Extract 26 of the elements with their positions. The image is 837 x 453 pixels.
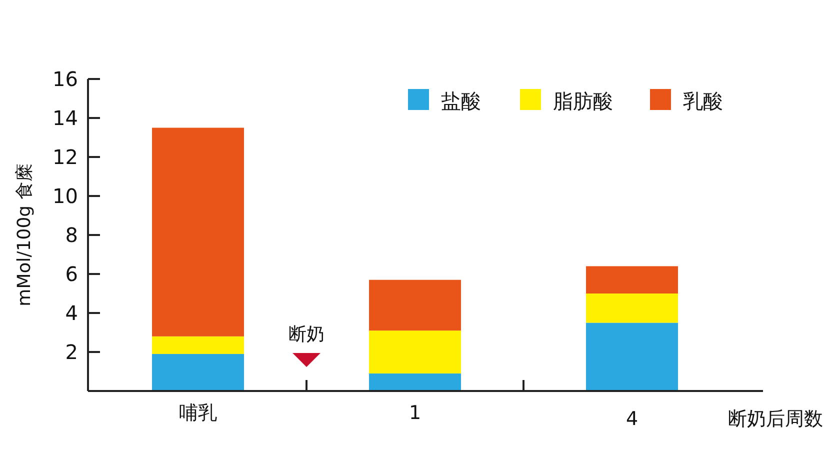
bar <box>152 128 244 336</box>
annotation: 断奶 <box>288 324 324 345</box>
y-tick-label: 12 <box>52 145 78 169</box>
bar <box>586 266 678 294</box>
bar <box>369 280 461 331</box>
x-tick-label: 哺乳 <box>179 402 217 424</box>
bar <box>369 330 461 374</box>
y-tick-label: 6 <box>65 262 78 286</box>
y-tick-label: 2 <box>65 340 78 364</box>
y-tick-label: 14 <box>52 106 78 130</box>
legend-label: 脂肪酸 <box>553 89 613 113</box>
legend-label: 乳酸 <box>683 89 723 113</box>
y-tick-label: 10 <box>52 184 78 208</box>
bar <box>152 354 244 391</box>
y-tick-label: 16 <box>52 67 78 91</box>
bar <box>586 322 678 391</box>
legend-label: 盐酸 <box>441 89 481 113</box>
bar <box>152 336 244 354</box>
y-axis-title: mMol/100g 食糜 <box>14 164 35 306</box>
bar <box>586 294 678 323</box>
x-tick-label: 4 <box>626 408 638 430</box>
x-tick-label: 1 <box>408 402 422 424</box>
x-axis-title: 断奶后周数 <box>728 408 823 430</box>
y-tick-label: 8 <box>65 223 78 247</box>
bar <box>369 373 461 391</box>
y-tick-label: 4 <box>65 301 78 325</box>
